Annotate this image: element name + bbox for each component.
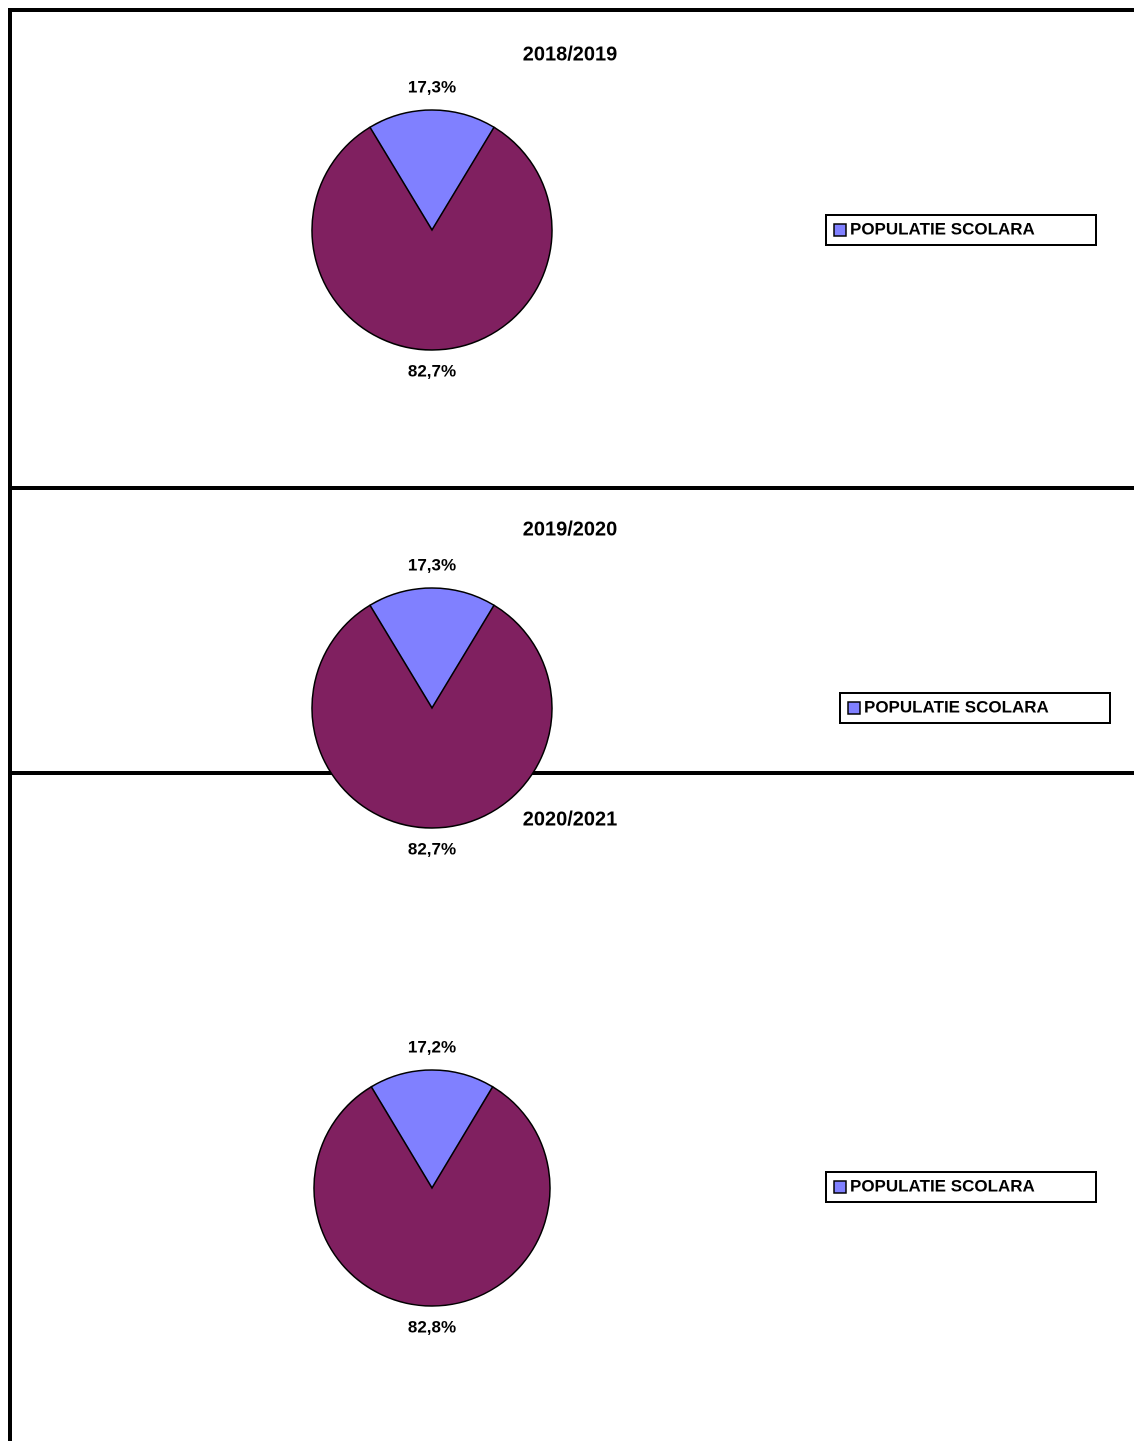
pie-slice xyxy=(368,587,496,710)
legend-label: POPULATIE SCOLARA xyxy=(850,219,1035,238)
data-label: 82,7% xyxy=(408,361,456,380)
data-label: 17,3% xyxy=(408,77,456,96)
legend-label: POPULATIE SCOLARA xyxy=(850,1176,1035,1195)
legend-box xyxy=(825,1171,1097,1203)
legend-label: POPULATIE SCOLARA xyxy=(864,697,1049,716)
pie-slice xyxy=(311,604,553,829)
pie-slice xyxy=(313,1085,551,1307)
pie-slice xyxy=(368,109,496,232)
data-label: 82,8% xyxy=(408,1317,456,1336)
chart-title: 2018/2019 xyxy=(523,43,618,65)
data-label: 17,3% xyxy=(408,555,456,574)
legend-swatch xyxy=(833,223,847,237)
legend-box xyxy=(839,692,1111,724)
pie-slice xyxy=(311,126,553,351)
data-label: 82,7% xyxy=(408,839,456,858)
legend-swatch xyxy=(847,701,861,715)
chart-title: 2020/2021 xyxy=(523,808,618,830)
legend-box xyxy=(825,214,1097,246)
legend-swatch xyxy=(833,1180,847,1194)
data-label: 17,2% xyxy=(408,1037,456,1056)
chart-title: 2019/2020 xyxy=(523,518,618,540)
pie-slice xyxy=(370,1069,494,1190)
